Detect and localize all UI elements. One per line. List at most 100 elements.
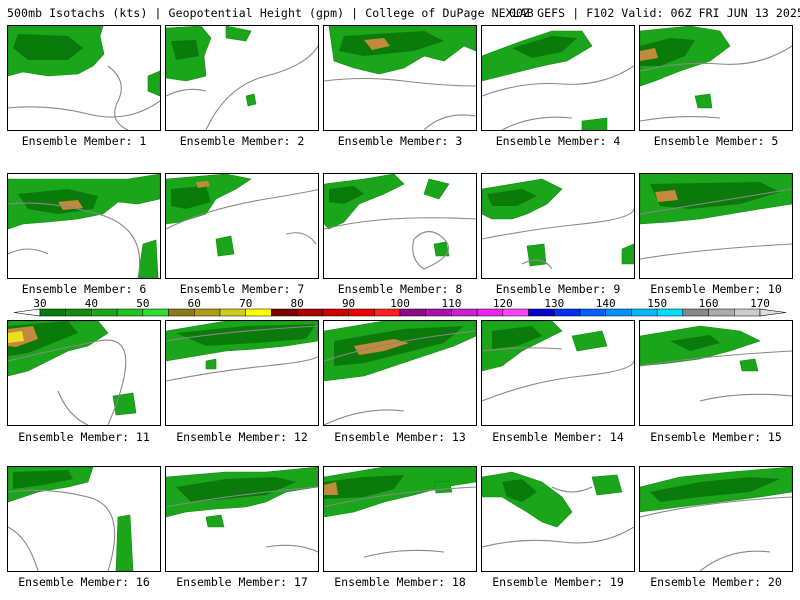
height-contour: [166, 355, 318, 382]
member-label: Ensemble Member: 17: [176, 575, 308, 589]
height-contour: [699, 550, 771, 571]
colorbar-swatch: [219, 308, 246, 317]
title-left: 500mb Isotachs (kts) | Geopotential Heig…: [7, 6, 534, 20]
isotach-map: [324, 174, 476, 270]
colorbar-swatch: [682, 308, 709, 317]
member-label: Ensemble Member: 16: [18, 575, 150, 589]
jet-core: [487, 189, 537, 206]
colorbar-swatch: [168, 308, 195, 317]
jet-region: [433, 480, 453, 494]
height-contour: [324, 77, 476, 87]
colorbar-tick-label: 50: [136, 297, 150, 310]
colorbar-swatch: [194, 308, 221, 317]
height-contour: [107, 65, 129, 130]
colorbar-swatch: [425, 308, 452, 317]
jet-core: [13, 470, 73, 489]
member-label: Ensemble Member: 3: [337, 134, 463, 148]
colorbar-tick-label: 110: [441, 297, 462, 310]
title-right: 00Z GEFS | F102 Valid: 06Z FRI JUN 13 20…: [509, 6, 800, 20]
height-contour: [8, 526, 39, 571]
colorbar-tick-label: 40: [84, 297, 99, 310]
height-contour: [521, 259, 553, 270]
height-contour: [166, 486, 318, 508]
colorbar-swatch: [322, 308, 349, 317]
ensemble-map-panel: [7, 173, 161, 279]
member-label: Ensemble Member: 6: [21, 282, 147, 296]
height-contour: [324, 217, 476, 230]
colorbar-swatch: [245, 308, 272, 317]
colorbar-swatch: [348, 308, 375, 317]
colorbar-swatch: [271, 308, 298, 317]
height-contour: [501, 116, 573, 130]
member-label: Ensemble Member: 18: [334, 575, 466, 589]
height-contour: [640, 116, 721, 122]
height-contour: [8, 339, 127, 425]
member-label: Ensemble Member: 2: [179, 134, 305, 148]
colorbar-right-arrow: [759, 308, 787, 317]
height-contour: [324, 330, 476, 362]
height-contour: [324, 409, 405, 425]
ensemble-map-panel: [323, 173, 477, 279]
height-contour: [8, 100, 160, 118]
jet-region: [205, 514, 225, 528]
jet-core: [324, 482, 338, 495]
jet-region: [225, 26, 252, 42]
height-contour: [640, 45, 792, 72]
member-label: Ensemble Member: 5: [653, 134, 779, 148]
height-contour: [482, 360, 634, 402]
ensemble-map-panel: [481, 173, 635, 279]
jet-core: [339, 31, 444, 56]
colorbar-swatch: [631, 308, 658, 317]
jet-region: [433, 241, 450, 257]
member-label: Ensemble Member: 12: [176, 430, 308, 444]
jet-core: [329, 186, 364, 204]
colorbar-tick-label: 60: [187, 297, 201, 310]
ensemble-map-panel: [323, 466, 477, 572]
member-label: Ensemble Member: 20: [650, 575, 782, 589]
jet-region: [245, 93, 257, 107]
isotach-map: [166, 467, 318, 553]
jet-core: [640, 38, 695, 66]
map-header: 500mb Isotachs (kts) | Geopotential Heig…: [7, 6, 800, 20]
colorbar-swatch: [734, 308, 761, 317]
colorbar-swatch: [528, 308, 555, 317]
ensemble-map-panel: [639, 173, 793, 279]
jet-region: [591, 474, 623, 496]
ensemble-map-panel: [7, 320, 161, 426]
jet-core: [364, 38, 390, 50]
colorbar-swatch: [39, 308, 66, 317]
height-contour: [699, 393, 792, 402]
height-contour: [640, 350, 792, 367]
jet-region: [571, 330, 608, 352]
colorbar-tick-label: 140: [595, 297, 616, 310]
isotach-map: [482, 471, 634, 548]
isotach-map: [8, 467, 134, 571]
colorbar-tick-label: 70: [239, 297, 253, 310]
jet-region: [482, 471, 573, 528]
colorbar-tick-label: 30: [33, 297, 47, 310]
jet-core: [171, 186, 211, 209]
ensemble-map-panel: [481, 320, 635, 426]
jet-region: [137, 239, 159, 278]
jet-region: [423, 178, 450, 200]
colorbar-tick-label: 130: [544, 297, 565, 310]
colorbar-swatch: [374, 308, 401, 317]
height-contour: [640, 243, 792, 260]
jet-region: [739, 358, 759, 372]
height-contour: [8, 248, 49, 255]
jet-region: [215, 235, 235, 257]
ensemble-map-panel: [639, 25, 793, 131]
height-contour: [640, 496, 792, 518]
height-contour: [166, 88, 207, 97]
ensemble-map-panel: [323, 320, 477, 426]
colorbar-swatch: [656, 308, 684, 317]
jet-core: [58, 200, 83, 210]
colorbar-tick-label: 160: [698, 297, 719, 310]
isotach-map: [324, 467, 476, 558]
colorbar-swatch: [142, 308, 169, 317]
member-label: Ensemble Member: 11: [18, 430, 150, 444]
isotach-map: [166, 321, 318, 382]
isotach-map: [8, 174, 160, 278]
jet-region: [205, 358, 217, 370]
colorbar-swatch: [91, 308, 118, 317]
